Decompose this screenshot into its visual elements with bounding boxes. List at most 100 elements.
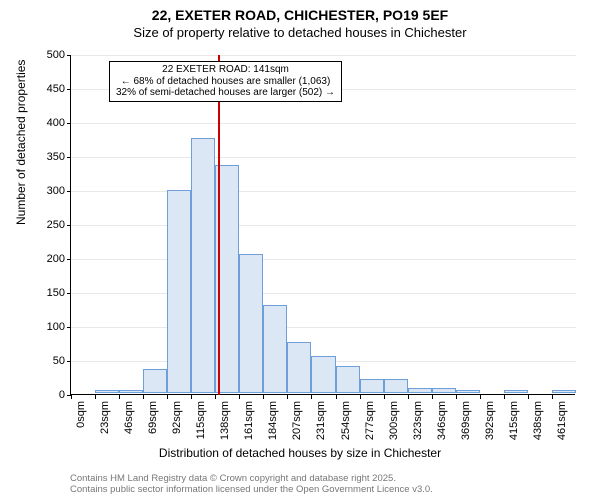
ytick-mark [67, 123, 71, 124]
footer-attribution: Contains HM Land Registry data © Crown c… [70, 474, 433, 496]
ytick-mark [67, 259, 71, 260]
histogram-bar [143, 369, 167, 393]
ytick-label: 50 [25, 355, 65, 367]
xtick-label: 207sqm [291, 401, 303, 440]
xtick-label: 23sqm [99, 401, 111, 434]
histogram-bar [456, 390, 480, 393]
xtick-mark [215, 395, 216, 399]
xtick-mark [311, 395, 312, 399]
chart-subtitle: Size of property relative to detached ho… [0, 23, 600, 40]
xtick-label: 392sqm [484, 401, 496, 440]
xtick-label: 323sqm [412, 401, 424, 440]
xtick-label: 184sqm [267, 401, 279, 440]
ytick-mark [67, 293, 71, 294]
xtick-mark [360, 395, 361, 399]
xtick-label: 138sqm [219, 401, 231, 440]
xtick-label: 69sqm [147, 401, 159, 434]
histogram-bar [287, 342, 311, 393]
histogram-bar [263, 305, 287, 393]
histogram-bar [239, 254, 263, 393]
footer-line2: Contains public sector information licen… [70, 485, 433, 496]
xtick-mark [456, 395, 457, 399]
annotation-line: 22 EXETER ROAD: 141sqm [116, 64, 335, 76]
histogram-bar [504, 390, 528, 393]
histogram-bar [191, 138, 215, 393]
gridline [71, 293, 576, 294]
xtick-mark [167, 395, 168, 399]
ytick-mark [67, 225, 71, 226]
ytick-label: 400 [25, 117, 65, 129]
histogram-bar [119, 390, 143, 393]
histogram-bar [360, 379, 384, 393]
ytick-label: 500 [25, 49, 65, 61]
histogram-bar [408, 388, 432, 393]
xtick-mark [263, 395, 264, 399]
xtick-label: 300sqm [388, 401, 400, 440]
ytick-mark [67, 361, 71, 362]
reference-line [218, 55, 220, 395]
chart-title: 22, EXETER ROAD, CHICHESTER, PO19 5EF [0, 0, 600, 23]
ytick-mark [67, 191, 71, 192]
xtick-mark [71, 395, 72, 399]
gridline [71, 123, 576, 124]
chart-area: 0501001502002503003504004505000sqm23sqm4… [70, 55, 575, 395]
xtick-label: 346sqm [436, 401, 448, 440]
xtick-mark [239, 395, 240, 399]
xtick-label: 161sqm [243, 401, 255, 440]
plot-region: 0501001502002503003504004505000sqm23sqm4… [70, 55, 575, 395]
xtick-mark [119, 395, 120, 399]
xtick-mark [287, 395, 288, 399]
xtick-mark [143, 395, 144, 399]
xtick-mark [528, 395, 529, 399]
xtick-label: 254sqm [340, 401, 352, 440]
xtick-mark [504, 395, 505, 399]
ytick-label: 250 [25, 219, 65, 231]
ytick-label: 100 [25, 321, 65, 333]
xtick-mark [408, 395, 409, 399]
xtick-label: 415sqm [508, 401, 520, 440]
gridline [71, 157, 576, 158]
gridline [71, 327, 576, 328]
histogram-bar [384, 379, 408, 393]
xtick-mark [191, 395, 192, 399]
gridline [71, 259, 576, 260]
x-axis-label: Distribution of detached houses by size … [0, 446, 600, 460]
annotation-box: 22 EXETER ROAD: 141sqm← 68% of detached … [109, 61, 342, 102]
ytick-label: 150 [25, 287, 65, 299]
histogram-bar [95, 390, 119, 393]
xtick-label: 461sqm [556, 401, 568, 440]
ytick-label: 0 [25, 389, 65, 401]
xtick-label: 369sqm [460, 401, 472, 440]
histogram-bar [552, 390, 576, 393]
gridline [71, 191, 576, 192]
ytick-mark [67, 157, 71, 158]
xtick-label: 231sqm [315, 401, 327, 440]
histogram-bar [167, 190, 191, 393]
xtick-label: 438sqm [532, 401, 544, 440]
xtick-mark [552, 395, 553, 399]
ytick-label: 350 [25, 151, 65, 163]
xtick-label: 0sqm [75, 401, 87, 428]
xtick-mark [336, 395, 337, 399]
xtick-label: 115sqm [195, 401, 207, 439]
xtick-label: 277sqm [364, 401, 376, 440]
ytick-mark [67, 327, 71, 328]
annotation-line: ← 68% of detached houses are smaller (1,… [116, 76, 335, 88]
xtick-mark [384, 395, 385, 399]
ytick-mark [67, 55, 71, 56]
histogram-bar [432, 388, 456, 393]
xtick-label: 92sqm [171, 401, 183, 434]
xtick-mark [95, 395, 96, 399]
ytick-label: 450 [25, 83, 65, 95]
xtick-label: 46sqm [123, 401, 135, 434]
ytick-mark [67, 89, 71, 90]
histogram-bar [336, 366, 360, 393]
xtick-mark [480, 395, 481, 399]
gridline [71, 55, 576, 56]
annotation-line: 32% of semi-detached houses are larger (… [116, 87, 335, 99]
histogram-bar [311, 356, 335, 393]
xtick-mark [432, 395, 433, 399]
ytick-label: 200 [25, 253, 65, 265]
gridline [71, 225, 576, 226]
ytick-label: 300 [25, 185, 65, 197]
